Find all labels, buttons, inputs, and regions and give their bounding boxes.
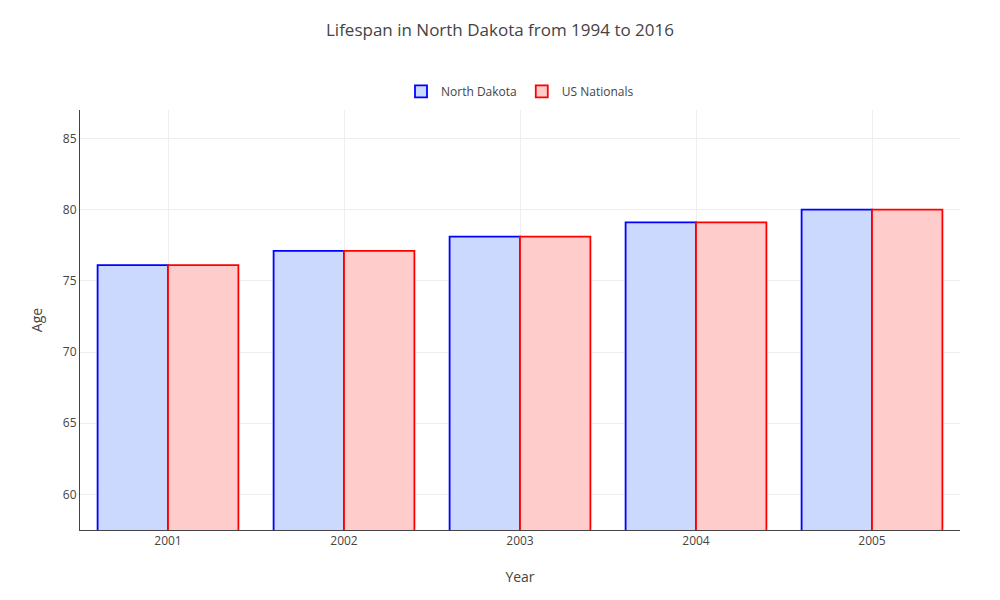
svg-text:85: 85: [63, 130, 77, 147]
svg-text:North Dakota: North Dakota: [441, 83, 517, 100]
svg-text:75: 75: [63, 272, 77, 289]
svg-text:2005: 2005: [858, 532, 886, 549]
svg-text:80: 80: [63, 201, 77, 218]
svg-text:2003: 2003: [506, 532, 534, 549]
svg-text:Age: Age: [27, 308, 46, 332]
svg-text:2004: 2004: [682, 532, 710, 549]
svg-text:2001: 2001: [154, 532, 181, 549]
svg-text:US Nationals: US Nationals: [562, 83, 634, 100]
svg-text:65: 65: [63, 414, 77, 431]
svg-text:70: 70: [63, 343, 77, 360]
svg-text:Year: Year: [505, 567, 534, 586]
svg-text:2002: 2002: [330, 532, 358, 549]
svg-text:Lifespan in North Dakota from: Lifespan in North Dakota from 1994 to 20…: [326, 18, 674, 41]
svg-text:60: 60: [63, 486, 77, 503]
